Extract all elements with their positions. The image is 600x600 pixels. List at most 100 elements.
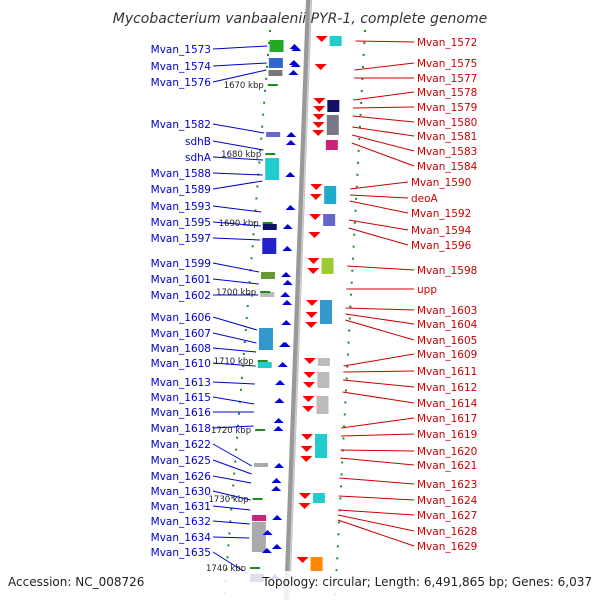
forward-gene-label[interactable]: sdhB [185,136,211,148]
reverse-gene-label[interactable]: Mvan_1612 [417,382,477,394]
reverse-gene-label[interactable]: Mvan_1603 [417,305,477,317]
forward-gene-label[interactable]: Mvan_1593 [151,201,211,213]
reverse-gene-arrow [310,184,323,190]
reverse-gene-leader [349,200,409,214]
reverse-gene-label[interactable]: Mvan_1624 [417,495,478,507]
forward-gene-arrow [280,342,291,347]
reverse-gene-leader [351,134,415,152]
reverse-gene-label[interactable]: Mvan_1594 [411,225,472,237]
reverse-gene-label[interactable]: Mvan_1583 [417,146,477,158]
reverse-gene-leader [353,106,415,109]
forward-gene-arrow [273,426,284,431]
map-title: Mycobacterium vanbaalenii PYR-1, complet… [113,11,488,27]
reverse-gene-label[interactable]: Mvan_1592 [411,208,471,220]
reverse-gene-label[interactable]: Mvan_1596 [411,240,472,252]
forward-gene-label[interactable]: Mvan_1635 [151,547,211,559]
forward-gene-label[interactable]: Mvan_1599 [151,258,211,270]
reverse-gene-label[interactable]: Mvan_1627 [417,510,477,522]
reverse-gene-leader [345,307,415,311]
forward-gene-label[interactable]: Mvan_1610 [151,358,211,370]
forward-gene-label[interactable]: Mvan_1573 [151,44,211,56]
reverse-gene-leader [339,477,415,485]
reverse-gene-label[interactable]: Mvan_1579 [417,102,477,114]
forward-gene-arrow [282,224,293,229]
reverse-gene-label[interactable]: Mvan_1611 [417,366,477,378]
forward-gene-label[interactable]: Mvan_1582 [151,119,211,131]
reverse-gene-arrow [300,456,313,462]
reverse-gene-label[interactable]: Mvan_1572 [417,37,477,49]
forward-gene-leader [212,347,257,353]
forward-gene-label[interactable]: Mvan_1632 [151,516,211,528]
forward-gene-leader [212,156,264,161]
forward-gene-label[interactable]: Mvan_1607 [151,328,211,340]
reverse-gene-label[interactable]: Mvan_1577 [417,73,477,85]
reverse-gene-label[interactable]: Mvan_1629 [417,541,477,553]
reverse-gene-label[interactable]: Mvan_1604 [417,319,478,331]
forward-gene-arrow [282,300,292,305]
forward-gene-leader [212,490,251,501]
forward-gene-label[interactable]: Mvan_1615 [151,392,211,404]
genome-backbone [223,0,366,600]
reverse-gene-block [329,36,342,46]
reverse-gene-label[interactable]: Mvan_1621 [417,460,477,472]
forward-gene-label[interactable]: Mvan_1634 [151,532,212,544]
forward-gene-label[interactable]: Mvan_1576 [151,77,212,89]
reverse-gene-label[interactable]: Mvan_1605 [417,335,477,347]
forward-gene-arrow [261,548,272,553]
reverse-gene-leader [352,115,415,123]
reverse-gene-label[interactable]: deoA [411,193,439,205]
forward-gene-label[interactable]: Mvan_1574 [151,61,212,73]
reverse-gene-label[interactable]: Mvan_1617 [417,413,477,425]
forward-gene-label[interactable]: Mvan_1616 [151,407,212,419]
forward-gene-label[interactable]: Mvan_1630 [151,486,211,498]
forward-gene-leader [212,262,260,273]
kbp-tick-label: 1680 kbp [221,150,261,160]
forward-gene-arrow [274,398,285,403]
reverse-gene-label[interactable]: Mvan_1598 [417,265,477,277]
reverse-gene-label[interactable]: Mvan_1580 [417,117,477,129]
reverse-gene-label[interactable]: Mvan_1609 [417,349,477,361]
reverse-gene-label[interactable]: Mvan_1584 [417,161,478,173]
forward-gene-label[interactable]: Mvan_1597 [151,233,211,245]
reverse-gene-label[interactable]: Mvan_1619 [417,429,477,441]
forward-gene-label[interactable]: Mvan_1589 [151,184,211,196]
forward-gene-label[interactable]: Mvan_1618 [151,423,211,435]
forward-gene-label[interactable]: Mvan_1626 [151,471,212,483]
reverse-gene-label[interactable]: upp [417,284,437,296]
forward-gene-label[interactable]: Mvan_1622 [151,439,211,451]
forward-gene-label[interactable]: Mvan_1588 [151,168,211,180]
forward-gene-label[interactable]: Mvan_1613 [151,377,211,389]
forward-gene-label[interactable]: Mvan_1608 [151,343,211,355]
forward-gene-leader [212,459,252,475]
reverse-gene-block [321,258,334,274]
reverse-gene-label[interactable]: Mvan_1590 [411,177,471,189]
forward-gene-label[interactable]: Mvan_1606 [151,312,212,324]
reverse-gene-arrow [312,130,325,136]
forward-gene-block [254,463,269,467]
forward-gene-arrow [285,140,296,145]
forward-gene-label[interactable]: Mvan_1631 [151,501,211,513]
reverse-gene-leader [340,457,415,466]
reverse-gene-label[interactable]: Mvan_1628 [417,526,477,538]
reverse-gene-arrow [302,406,315,412]
forward-gene-label[interactable]: Mvan_1602 [151,290,211,302]
reverse-gene-block [310,557,323,571]
reverse-gene-label[interactable]: Mvan_1620 [417,446,477,458]
forward-gene-label[interactable]: Mvan_1625 [151,455,211,467]
reverse-gene-label[interactable]: Mvan_1614 [417,398,478,410]
forward-gene-leader [212,551,249,575]
reverse-gene-label[interactable]: Mvan_1623 [417,479,477,491]
forward-gene-label[interactable]: sdhA [185,152,212,164]
forward-gene-label[interactable]: Mvan_1595 [151,217,211,229]
forward-gene-label[interactable]: Mvan_1601 [151,274,211,286]
reverse-gene-label[interactable]: Mvan_1575 [417,58,477,70]
reverse-gene-label[interactable]: Mvan_1578 [417,87,477,99]
reverse-gene-label[interactable]: Mvan_1581 [417,131,477,143]
forward-gene-arrow [271,544,282,549]
forward-gene-leader [212,536,250,539]
reverse-gene-arrow [312,122,325,128]
kbp-tick-label: 1730 kbp [209,495,249,505]
forward-gene-block [269,40,284,52]
topology-text: Topology: circular; Length: 6,491,865 bp… [261,575,592,589]
forward-gene-leader [212,69,267,83]
